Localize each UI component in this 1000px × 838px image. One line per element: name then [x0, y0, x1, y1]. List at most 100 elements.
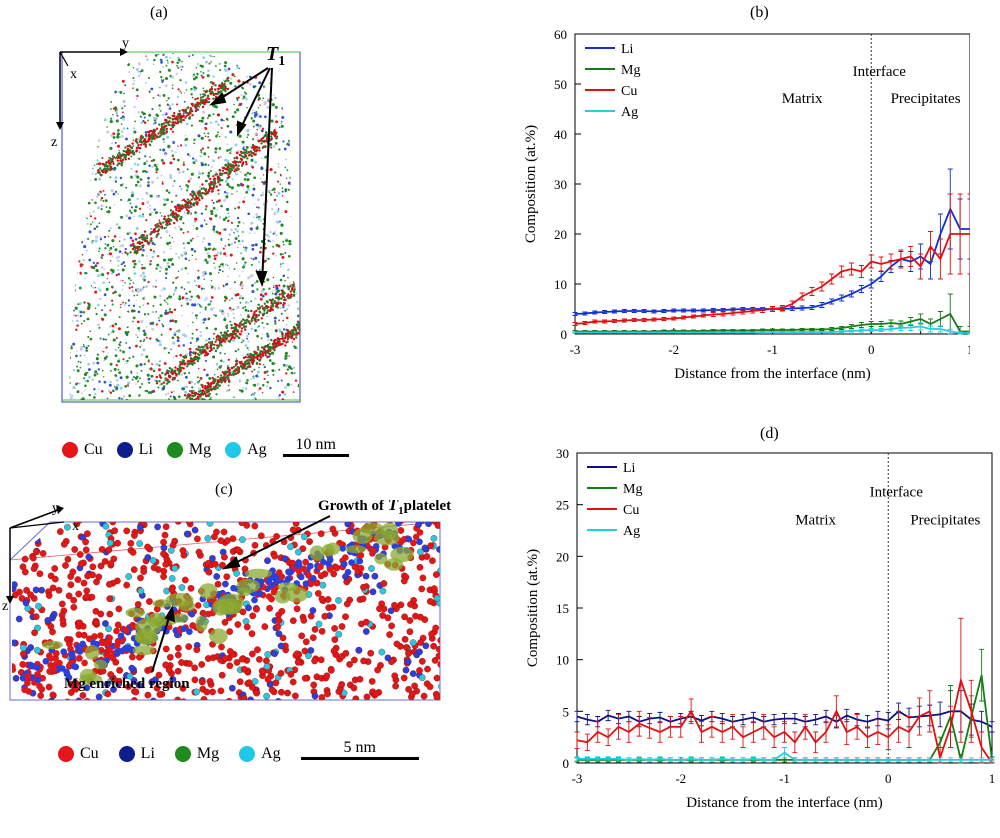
matrix-annotation: Matrix — [795, 512, 836, 528]
x-tick-label: -1 — [767, 342, 778, 357]
axis-y-c: y — [52, 501, 59, 516]
x-tick-label: 1 — [989, 771, 996, 786]
growth-arrow — [221, 515, 331, 570]
y-tick-label: 50 — [554, 77, 567, 92]
panel-label-a: (a) — [150, 4, 168, 21]
series-li — [572, 168, 970, 316]
legend-label-mg-c: Mg — [196, 745, 220, 762]
y-tick-label: 60 — [554, 27, 567, 42]
legend-label-li-a: Li — [138, 441, 153, 458]
legend-label-li-c: Li — [140, 745, 155, 762]
series-line-cu — [574, 233, 970, 325]
legend-label-ag-c: Ag — [261, 745, 281, 762]
series-line-li — [576, 710, 993, 728]
series-cu — [574, 617, 995, 764]
mg-annotation: Mg enriched region — [64, 676, 190, 692]
legend-dot-cu-a — [62, 442, 78, 458]
series-line-mg — [575, 312, 970, 333]
series-mg — [572, 293, 970, 335]
legend-label-mg: Mg — [623, 482, 642, 497]
y-axis-label: Composition (at.%) — [523, 125, 539, 243]
error-bar — [967, 193, 970, 275]
x-tick-label: 1 — [967, 342, 970, 357]
mg-arrow — [151, 605, 176, 673]
y-tick-label: 10 — [556, 653, 569, 668]
legend-label-ag: Ag — [623, 524, 640, 539]
interface-annotation: Interface — [870, 484, 924, 500]
legend-a: Cu Li Mg Ag 10 nm — [62, 436, 349, 459]
legend-label-cu-a: Cu — [84, 441, 103, 458]
y-tick-label: 15 — [556, 601, 569, 616]
x-tick-label: 0 — [885, 771, 892, 786]
scale-label-c: 5 nm — [343, 738, 376, 756]
axis-z-a: z — [51, 135, 57, 150]
y-tick-label: 0 — [561, 327, 568, 342]
x-tick-label: -3 — [572, 771, 583, 786]
precipitates-annotation: Precipitates — [891, 91, 961, 107]
legend-label-mg-a: Mg — [188, 441, 212, 458]
y-tick-label: 0 — [563, 756, 570, 771]
legend-c: Cu Li Mg Ag 5 nm — [58, 739, 419, 763]
legend-dot-ag-a — [225, 442, 242, 458]
x-tick-label: -2 — [675, 771, 686, 786]
legend-dot-li-a — [116, 442, 133, 458]
x-tick-label: -2 — [668, 342, 679, 357]
axis-y-a: y — [122, 36, 129, 51]
x-tick-label: -3 — [570, 342, 581, 357]
legend-dot-cu-c — [58, 746, 74, 762]
series-cu — [572, 193, 970, 326]
x-tick-label: 0 — [868, 342, 875, 357]
panel-label-c: (c) — [215, 481, 233, 498]
y-tick-label: 20 — [554, 227, 567, 242]
plot-frame — [574, 33, 970, 335]
legend-label-ag: Ag — [621, 105, 638, 120]
y-tick-label: 20 — [556, 549, 569, 564]
panel-label-b: (b) — [750, 4, 769, 21]
series-line-ag — [577, 751, 992, 761]
precipitates-annotation: Precipitates — [910, 512, 980, 528]
x-axis-label: Distance from the interface (nm) — [674, 366, 871, 382]
matrix-annotation: Matrix — [782, 91, 823, 107]
panel-label-d: (d) — [760, 425, 779, 442]
y-tick-label: 5 — [563, 704, 570, 719]
legend-label-li: Li — [623, 461, 636, 476]
error-bar — [967, 198, 970, 260]
legend-dot-ag-c — [239, 746, 256, 762]
scale-bar-a — [282, 453, 349, 457]
x-tick-label: -1 — [779, 771, 790, 786]
legend-label-cu-c: Cu — [80, 745, 99, 762]
error-bar — [967, 331, 970, 335]
scale-label-a: 10 nm — [295, 435, 336, 453]
axis-z-c: z — [2, 599, 8, 614]
series-line-ag — [575, 325, 970, 334]
y-tick-label: 25 — [556, 498, 569, 513]
atom-map-c: y x z Growth of T1platelet Mg enriched r… — [2, 500, 451, 701]
series-ag — [572, 322, 970, 335]
series-ag — [574, 747, 995, 763]
legend-label-cu: Cu — [623, 503, 639, 518]
series-line-cu — [576, 676, 993, 764]
t1-arrows — [209, 67, 273, 287]
growth-annotation: Growth of T1platelet — [318, 500, 451, 517]
x-axis-label: Distance from the interface (nm) — [686, 795, 883, 811]
y-tick-label: 40 — [554, 127, 567, 142]
legend-label-mg: Mg — [621, 63, 640, 78]
error-bar — [989, 721, 995, 733]
y-axis-label: Composition (at.%) — [525, 549, 541, 667]
y-tick-label: 30 — [556, 446, 569, 461]
legend-label-li: Li — [621, 42, 634, 57]
series-mg — [574, 648, 995, 764]
legend-dot-mg-a — [166, 442, 183, 458]
axis-triad-c — [6, 505, 65, 604]
legend-dot-mg-c — [174, 746, 191, 762]
legend-dot-li-c — [118, 746, 135, 762]
atom-map-a: y x z T1 — [51, 36, 301, 403]
y-tick-label: 10 — [554, 277, 567, 292]
axis-x-c: x — [72, 519, 79, 534]
interface-annotation: Interface — [853, 64, 907, 80]
axis-x-a: x — [70, 67, 77, 82]
error-bar — [574, 731, 580, 749]
scale-bar-c — [300, 756, 419, 760]
